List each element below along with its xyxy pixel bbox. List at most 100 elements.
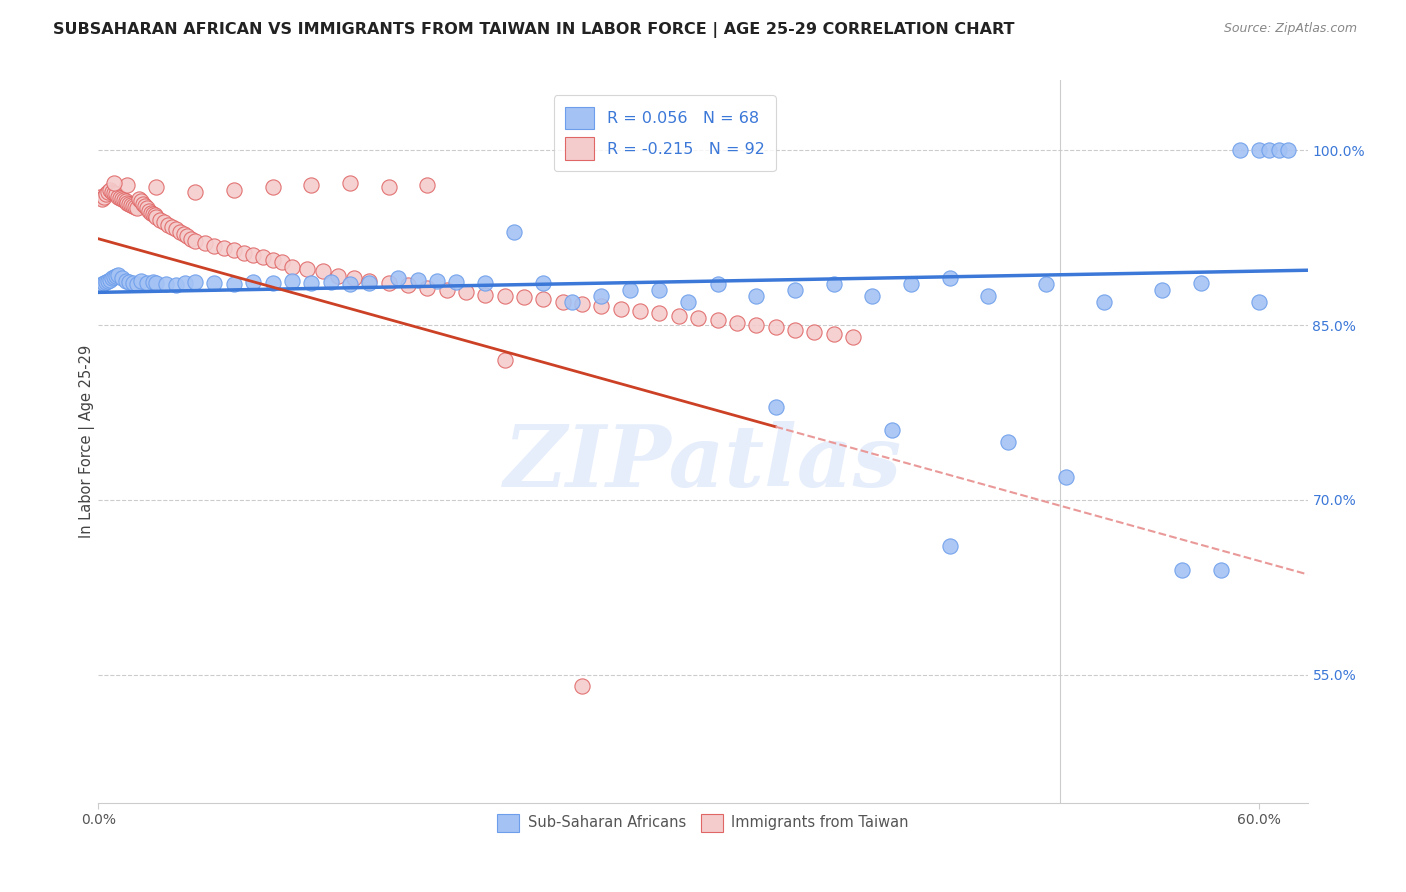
Point <box>531 276 554 290</box>
Point <box>416 178 439 193</box>
Point <box>145 180 167 194</box>
Point <box>111 271 134 285</box>
Point <box>97 274 120 288</box>
Point <box>184 275 207 289</box>
Point <box>145 210 167 224</box>
Point <box>1249 143 1271 157</box>
Point <box>169 225 191 239</box>
Point <box>122 276 145 290</box>
Point <box>299 276 322 290</box>
Point <box>1229 143 1251 157</box>
Point <box>127 277 149 292</box>
Point <box>139 206 162 220</box>
Point <box>96 187 118 202</box>
Point <box>823 277 845 292</box>
Point <box>127 202 149 216</box>
Point <box>1267 143 1289 157</box>
Point <box>89 190 111 204</box>
Point <box>134 199 156 213</box>
Point <box>222 277 245 292</box>
Point <box>103 186 125 201</box>
Point <box>343 271 366 285</box>
Point <box>174 276 197 290</box>
Point <box>184 234 207 248</box>
Text: SUBSAHARAN AFRICAN VS IMMIGRANTS FROM TAIWAN IN LABOR FORCE | AGE 25-29 CORRELAT: SUBSAHARAN AFRICAN VS IMMIGRANTS FROM TA… <box>53 22 1015 38</box>
Point <box>513 290 536 304</box>
Point <box>359 276 381 290</box>
Point <box>117 178 139 193</box>
Point <box>96 275 118 289</box>
Point <box>98 272 121 286</box>
Point <box>377 180 399 194</box>
Point <box>118 196 141 211</box>
Point <box>938 540 960 554</box>
Point <box>107 190 129 204</box>
Point <box>880 423 903 437</box>
Point <box>494 289 516 303</box>
Point <box>222 244 245 258</box>
Point <box>900 277 922 292</box>
Point <box>842 329 865 343</box>
Point <box>160 220 183 235</box>
Point <box>339 277 361 292</box>
Point <box>446 275 468 289</box>
Point <box>678 294 700 309</box>
Point <box>91 277 114 292</box>
Point <box>143 209 166 223</box>
Point <box>281 260 304 274</box>
Point <box>860 289 883 303</box>
Point <box>1257 143 1279 157</box>
Point <box>531 293 554 307</box>
Point <box>416 281 439 295</box>
Point <box>628 304 651 318</box>
Point <box>103 176 125 190</box>
Point <box>1171 563 1194 577</box>
Point <box>103 270 125 285</box>
Point <box>98 183 121 197</box>
Point <box>118 275 141 289</box>
Point <box>180 232 202 246</box>
Point <box>591 289 613 303</box>
Point <box>396 278 419 293</box>
Point <box>359 274 381 288</box>
Point <box>297 262 319 277</box>
Legend: Sub-Saharan Africans, Immigrants from Taiwan: Sub-Saharan Africans, Immigrants from Ta… <box>489 806 917 838</box>
Point <box>242 248 264 262</box>
Point <box>339 176 361 190</box>
Point <box>997 434 1019 449</box>
Point <box>668 309 690 323</box>
Point <box>204 239 226 253</box>
Point <box>571 297 593 311</box>
Point <box>299 178 322 193</box>
Y-axis label: In Labor Force | Age 25-29: In Labor Force | Age 25-29 <box>79 345 96 538</box>
Point <box>1209 563 1232 577</box>
Point <box>319 275 342 289</box>
Point <box>312 264 335 278</box>
Point <box>97 185 120 199</box>
Point <box>93 276 115 290</box>
Point <box>93 190 115 204</box>
Point <box>262 276 284 290</box>
Point <box>101 185 124 199</box>
Point <box>135 276 157 290</box>
Point <box>153 215 176 229</box>
Point <box>426 274 449 288</box>
Point <box>108 191 131 205</box>
Point <box>111 192 134 206</box>
Point <box>117 195 139 210</box>
Point <box>262 252 284 267</box>
Point <box>173 227 195 241</box>
Point <box>706 313 728 327</box>
Point <box>387 271 409 285</box>
Point <box>803 325 825 339</box>
Point <box>377 276 399 290</box>
Point <box>91 192 114 206</box>
Point <box>938 271 960 285</box>
Point <box>155 277 177 292</box>
Point <box>648 283 671 297</box>
Point <box>1189 276 1212 290</box>
Point <box>1035 277 1057 292</box>
Point <box>132 196 155 211</box>
Point <box>745 289 768 303</box>
Point <box>328 268 350 283</box>
